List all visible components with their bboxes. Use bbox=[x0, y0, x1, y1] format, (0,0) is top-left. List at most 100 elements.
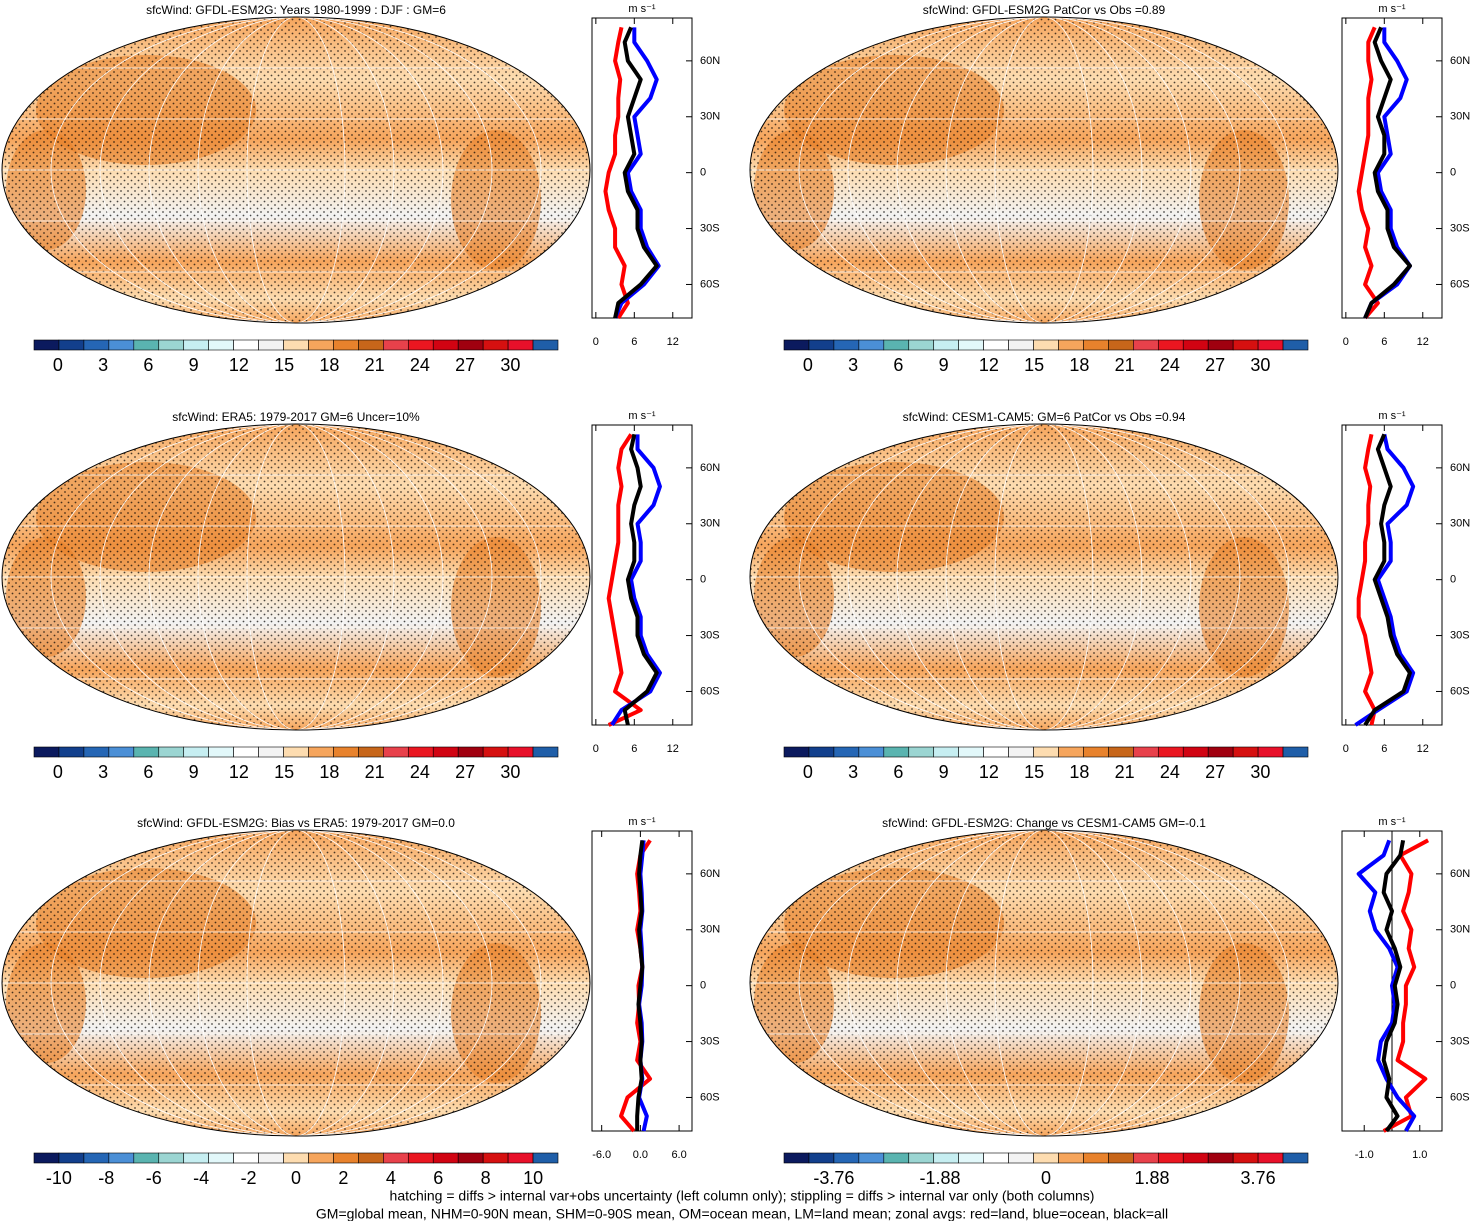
x-tick-label: 0 bbox=[593, 336, 599, 348]
colorbar-label: 15 bbox=[274, 762, 294, 782]
colorbar-label: 9 bbox=[189, 355, 199, 375]
colorbar-box bbox=[1257, 746, 1284, 758]
graticule bbox=[798, 424, 1290, 730]
x-tick-label: 6 bbox=[631, 336, 637, 348]
map-title: sfcWind: ERA5: 1979-2017 GM=6 Uncer=10% bbox=[172, 410, 420, 424]
colorbar-label: 3 bbox=[848, 355, 858, 375]
map-outline bbox=[1, 16, 591, 324]
y-tick-label: 30N bbox=[1450, 924, 1470, 936]
colorbar-label: 12 bbox=[229, 355, 249, 375]
graticule bbox=[246, 830, 346, 1136]
colorbar-box bbox=[1108, 1152, 1134, 1164]
graticule bbox=[148, 424, 444, 730]
colorbar-label: 27 bbox=[455, 355, 475, 375]
colorbar-box bbox=[407, 339, 434, 351]
graticule bbox=[246, 17, 346, 323]
colorbar-label: 0 bbox=[1041, 1168, 1051, 1188]
y-tick-label: 60S bbox=[1450, 685, 1470, 697]
colorbar-box bbox=[407, 746, 434, 758]
colorbar-box bbox=[933, 1152, 959, 1164]
colorbar-box bbox=[1058, 339, 1084, 351]
profile-line bbox=[1356, 26, 1380, 320]
colorbar-label: -1.88 bbox=[919, 1168, 960, 1188]
y-tick-label: 30N bbox=[700, 924, 720, 936]
colorbar-label: 6 bbox=[433, 1168, 443, 1188]
unit-label: m s⁻¹ bbox=[628, 816, 656, 828]
colorbar-box bbox=[383, 339, 409, 351]
colorbar-box bbox=[1207, 339, 1234, 351]
graticule bbox=[197, 17, 395, 323]
colorbar-box bbox=[1033, 1152, 1059, 1164]
colorbar-box bbox=[983, 1152, 1009, 1164]
graticule bbox=[148, 17, 444, 323]
graticule bbox=[99, 830, 493, 1136]
colorbar-box bbox=[133, 339, 160, 351]
profile-line bbox=[1363, 433, 1412, 727]
colorbar-box bbox=[1207, 746, 1234, 758]
map bbox=[2, 17, 590, 323]
colorbar-label: 0 bbox=[53, 762, 63, 782]
y-tick-label: 30N bbox=[1450, 518, 1470, 530]
profile-line bbox=[1356, 433, 1377, 726]
colorbar-box bbox=[33, 339, 60, 351]
colorbar-box bbox=[1232, 339, 1259, 351]
colorbar-label: -3.76 bbox=[813, 1168, 854, 1188]
x-tick-label: 0 bbox=[1343, 336, 1349, 348]
y-tick-label: 60N bbox=[700, 55, 720, 67]
colorbar-label: 21 bbox=[365, 762, 385, 782]
unit-label: m s⁻¹ bbox=[1378, 410, 1406, 422]
y-tick-label: 60S bbox=[1450, 278, 1470, 290]
colorbar-label: 3 bbox=[98, 355, 108, 375]
x-tick-label: 6 bbox=[1381, 743, 1387, 755]
footnote: GM=global mean, NHM=0-90N mean, SHM=0-90… bbox=[316, 1206, 1168, 1221]
colorbar-box bbox=[1133, 746, 1159, 758]
profile-line bbox=[613, 26, 659, 319]
colorbar-box bbox=[1108, 746, 1134, 758]
colorbar-box bbox=[1133, 1152, 1159, 1164]
colorbar-box bbox=[108, 1152, 135, 1164]
colorbar-box bbox=[958, 339, 984, 351]
x-tick-label: 1.0 bbox=[1412, 1149, 1427, 1161]
colorbar-box bbox=[308, 339, 334, 351]
profile-line bbox=[610, 434, 662, 727]
colorbar-label: 18 bbox=[319, 762, 339, 782]
colorbar-label: 24 bbox=[410, 762, 430, 782]
colorbar-box bbox=[1083, 1152, 1109, 1164]
colorbar-label: 18 bbox=[1069, 762, 1089, 782]
map-outline bbox=[1, 829, 591, 1137]
graticule bbox=[945, 830, 1143, 1136]
colorbar-box bbox=[158, 1152, 185, 1164]
colorbar-label: 0 bbox=[53, 355, 63, 375]
colorbar-label: 6 bbox=[893, 355, 903, 375]
colorbar-label: 0 bbox=[291, 1168, 301, 1188]
colorbar-box bbox=[1257, 1152, 1284, 1164]
colorbar-box bbox=[858, 339, 885, 351]
colorbar-box bbox=[482, 339, 509, 351]
y-tick-label: 60N bbox=[1450, 868, 1470, 880]
colorbar-label: 0 bbox=[803, 762, 813, 782]
colorbar-box bbox=[258, 1152, 284, 1164]
y-tick-label: 60N bbox=[700, 868, 720, 880]
map-outline bbox=[1, 423, 591, 731]
colorbar-label: 15 bbox=[1024, 355, 1044, 375]
colorbar-box bbox=[883, 1152, 910, 1164]
x-tick-label: 12 bbox=[1417, 336, 1429, 348]
colorbar-label: 24 bbox=[410, 355, 430, 375]
unit-label: m s⁻¹ bbox=[1378, 3, 1406, 15]
x-tick-label: 12 bbox=[667, 743, 679, 755]
colorbar-box bbox=[883, 339, 910, 351]
colorbar-box bbox=[383, 746, 409, 758]
colorbar-box bbox=[783, 339, 810, 351]
graticule bbox=[50, 830, 542, 1136]
colorbar-label: 30 bbox=[1250, 355, 1270, 375]
colorbar-box bbox=[1058, 746, 1084, 758]
graticule bbox=[896, 424, 1192, 730]
colorbar-box bbox=[507, 339, 534, 351]
footnote: hatching = diffs > internal var+obs unce… bbox=[390, 1188, 1095, 1204]
colorbar-box bbox=[532, 746, 559, 758]
colorbar-label: 12 bbox=[979, 355, 999, 375]
colorbar-label: 21 bbox=[1115, 355, 1135, 375]
graticule bbox=[847, 424, 1241, 730]
profile-line bbox=[635, 840, 645, 1131]
colorbar-label: 10 bbox=[523, 1168, 543, 1188]
